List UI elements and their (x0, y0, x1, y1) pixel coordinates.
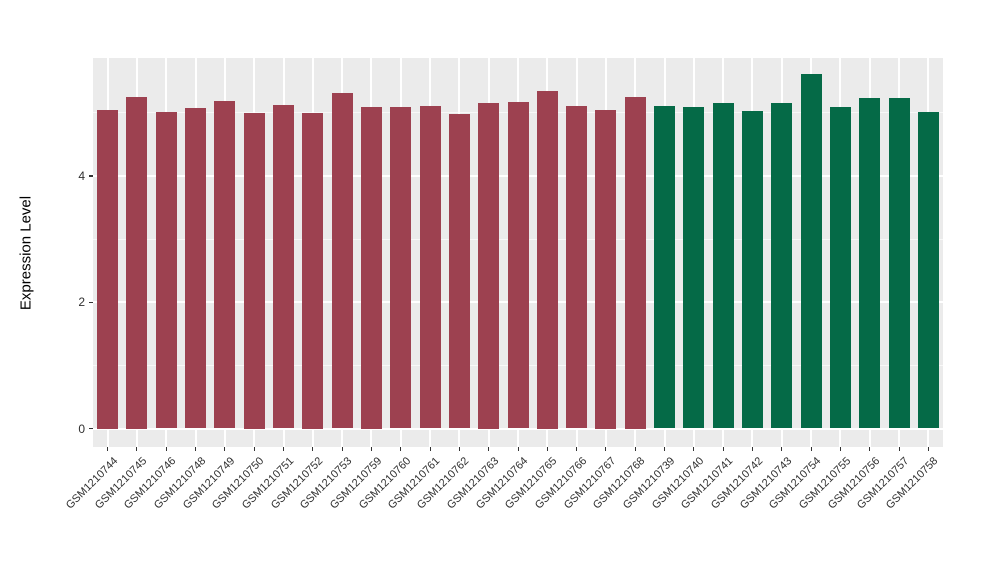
bar-GSM1210750 (243, 112, 265, 429)
x-tick-mark (634, 447, 636, 451)
x-tick-mark (898, 447, 900, 451)
x-tick-mark (195, 447, 197, 451)
bar-GSM1210768 (624, 97, 646, 429)
x-tick-mark (136, 447, 138, 451)
bar-GSM1210743 (771, 102, 793, 429)
bar-GSM1210762 (448, 114, 470, 429)
bar-GSM1210749 (214, 100, 236, 429)
bar-GSM1210763 (478, 103, 500, 429)
bar-GSM1210759 (360, 106, 382, 429)
bar-GSM1210753 (331, 92, 353, 429)
x-tick-mark (370, 447, 372, 451)
x-tick-mark (546, 447, 548, 451)
bar-GSM1210755 (829, 107, 851, 429)
bar-GSM1210758 (917, 111, 939, 429)
bar-GSM1210741 (712, 102, 734, 429)
x-tick-mark (224, 447, 226, 451)
bar-GSM1210756 (859, 98, 881, 429)
x-tick-mark (927, 447, 929, 451)
x-tick-mark (283, 447, 285, 451)
x-tick-mark (810, 447, 812, 451)
x-tick-mark (253, 447, 255, 451)
x-tick-mark (312, 447, 314, 451)
bar-GSM1210754 (800, 73, 822, 429)
y-tick-label: 4 (78, 169, 85, 183)
bar-GSM1210739 (654, 105, 676, 429)
x-tick-mark (751, 447, 753, 451)
x-tick-mark (458, 447, 460, 451)
x-tick-mark (400, 447, 402, 451)
bar-GSM1210740 (683, 107, 705, 429)
x-tick-mark (429, 447, 431, 451)
bar-GSM1210742 (741, 110, 763, 429)
bar-GSM1210767 (595, 109, 617, 429)
x-tick-mark (693, 447, 695, 451)
bar-GSM1210764 (507, 102, 529, 429)
bar-GSM1210757 (888, 98, 910, 429)
x-tick-mark (605, 447, 607, 451)
bar-GSM1210766 (566, 105, 588, 429)
x-tick-mark (165, 447, 167, 451)
x-tick-mark (869, 447, 871, 451)
y-tick-mark (89, 301, 93, 303)
x-tick-mark (107, 447, 109, 451)
x-tick-mark (664, 447, 666, 451)
y-tick-label: 0 (78, 421, 85, 436)
x-tick-mark (722, 447, 724, 451)
bar-GSM1210745 (126, 97, 148, 429)
x-tick-mark (576, 447, 578, 451)
y-tick-mark (89, 175, 93, 177)
x-tick-mark (781, 447, 783, 451)
y-tick-mark (89, 427, 93, 430)
y-tick-label: 2 (78, 295, 85, 310)
x-tick-mark (341, 447, 343, 451)
bar-GSM1210751 (273, 104, 295, 429)
bar-GSM1210752 (302, 112, 324, 429)
bar-GSM1210748 (185, 107, 207, 429)
x-tick-mark (517, 447, 519, 451)
bar-GSM1210744 (97, 109, 119, 429)
plot-panel (93, 58, 943, 447)
y-axis-title-text: Expression Level (17, 195, 35, 310)
x-tick-mark (839, 447, 841, 451)
bar-GSM1210746 (155, 111, 177, 429)
bar-GSM1210765 (536, 90, 558, 429)
bar-GSM1210760 (390, 107, 412, 429)
x-tick-mark (488, 447, 490, 451)
bar-GSM1210761 (419, 105, 441, 429)
